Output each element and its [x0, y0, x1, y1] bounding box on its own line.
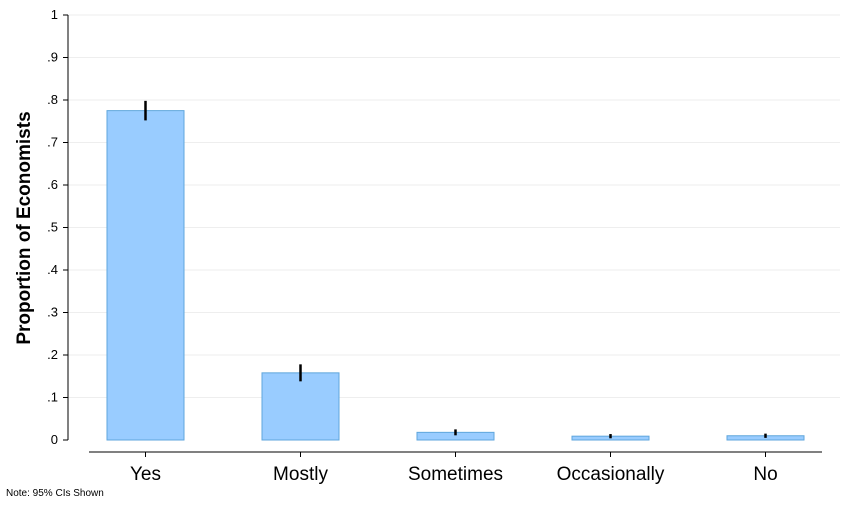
chart-note: Note: 95% CIs Shown	[6, 488, 104, 499]
bars	[106, 110, 805, 441]
x-tick-label: Occasionally	[557, 464, 665, 485]
y-tick-label: .5	[47, 220, 58, 235]
y-tick-label: .1	[47, 390, 58, 405]
y-tick-label: .6	[47, 177, 58, 192]
bar-mostly	[261, 372, 340, 441]
y-tick-label: .9	[47, 50, 58, 65]
y-axis-ticks: 0 .1 .2 .3 .4 .5 .6 .7 .8 .9 1	[47, 7, 68, 447]
y-tick-label: 0	[51, 432, 58, 447]
y-tick-label: .8	[47, 92, 58, 107]
y-tick-label: 1	[51, 7, 58, 22]
error-bars	[144, 100, 767, 439]
y-axis-title: Proportion of Economists	[14, 111, 35, 344]
x-tick-label: Mostly	[273, 464, 328, 485]
bar-yes	[106, 110, 185, 441]
y-tick-label: .3	[47, 305, 58, 320]
y-tick-label: .2	[47, 347, 58, 362]
x-tick-label: Sometimes	[408, 464, 503, 485]
y-tick-label: .4	[47, 262, 58, 277]
x-tick-label: No	[753, 464, 777, 485]
gridlines	[68, 14, 840, 398]
x-axis-ticks: Yes Mostly Sometimes Occasionally No	[130, 452, 778, 485]
x-tick-label: Yes	[130, 464, 161, 485]
y-tick-label: .7	[47, 135, 58, 150]
